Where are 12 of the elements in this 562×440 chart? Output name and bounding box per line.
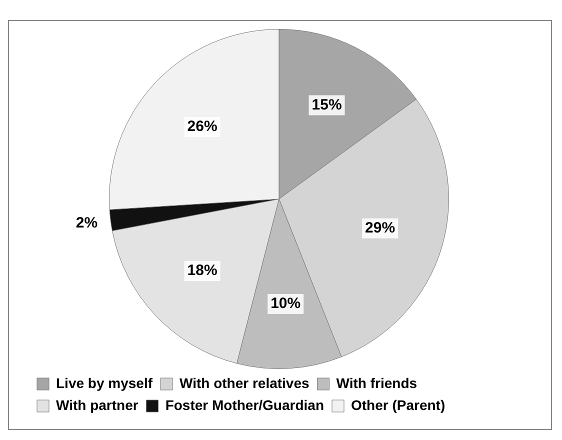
legend-label: With partner bbox=[56, 396, 139, 413]
data-label: 2% bbox=[76, 214, 98, 232]
legend-label: Live by myself bbox=[56, 374, 153, 391]
data-label: 26% bbox=[187, 118, 218, 136]
legend-label: With friends bbox=[336, 374, 418, 391]
data-label: 10% bbox=[270, 295, 301, 312]
data-label: 15% bbox=[312, 96, 342, 114]
data-label: 29% bbox=[365, 220, 396, 237]
data-label: 18% bbox=[187, 262, 218, 280]
legend-label: Foster Mother/Guardian bbox=[165, 396, 324, 413]
legend-label: Other (Parent) bbox=[351, 396, 446, 413]
legend-label: With other relatives bbox=[179, 374, 310, 391]
